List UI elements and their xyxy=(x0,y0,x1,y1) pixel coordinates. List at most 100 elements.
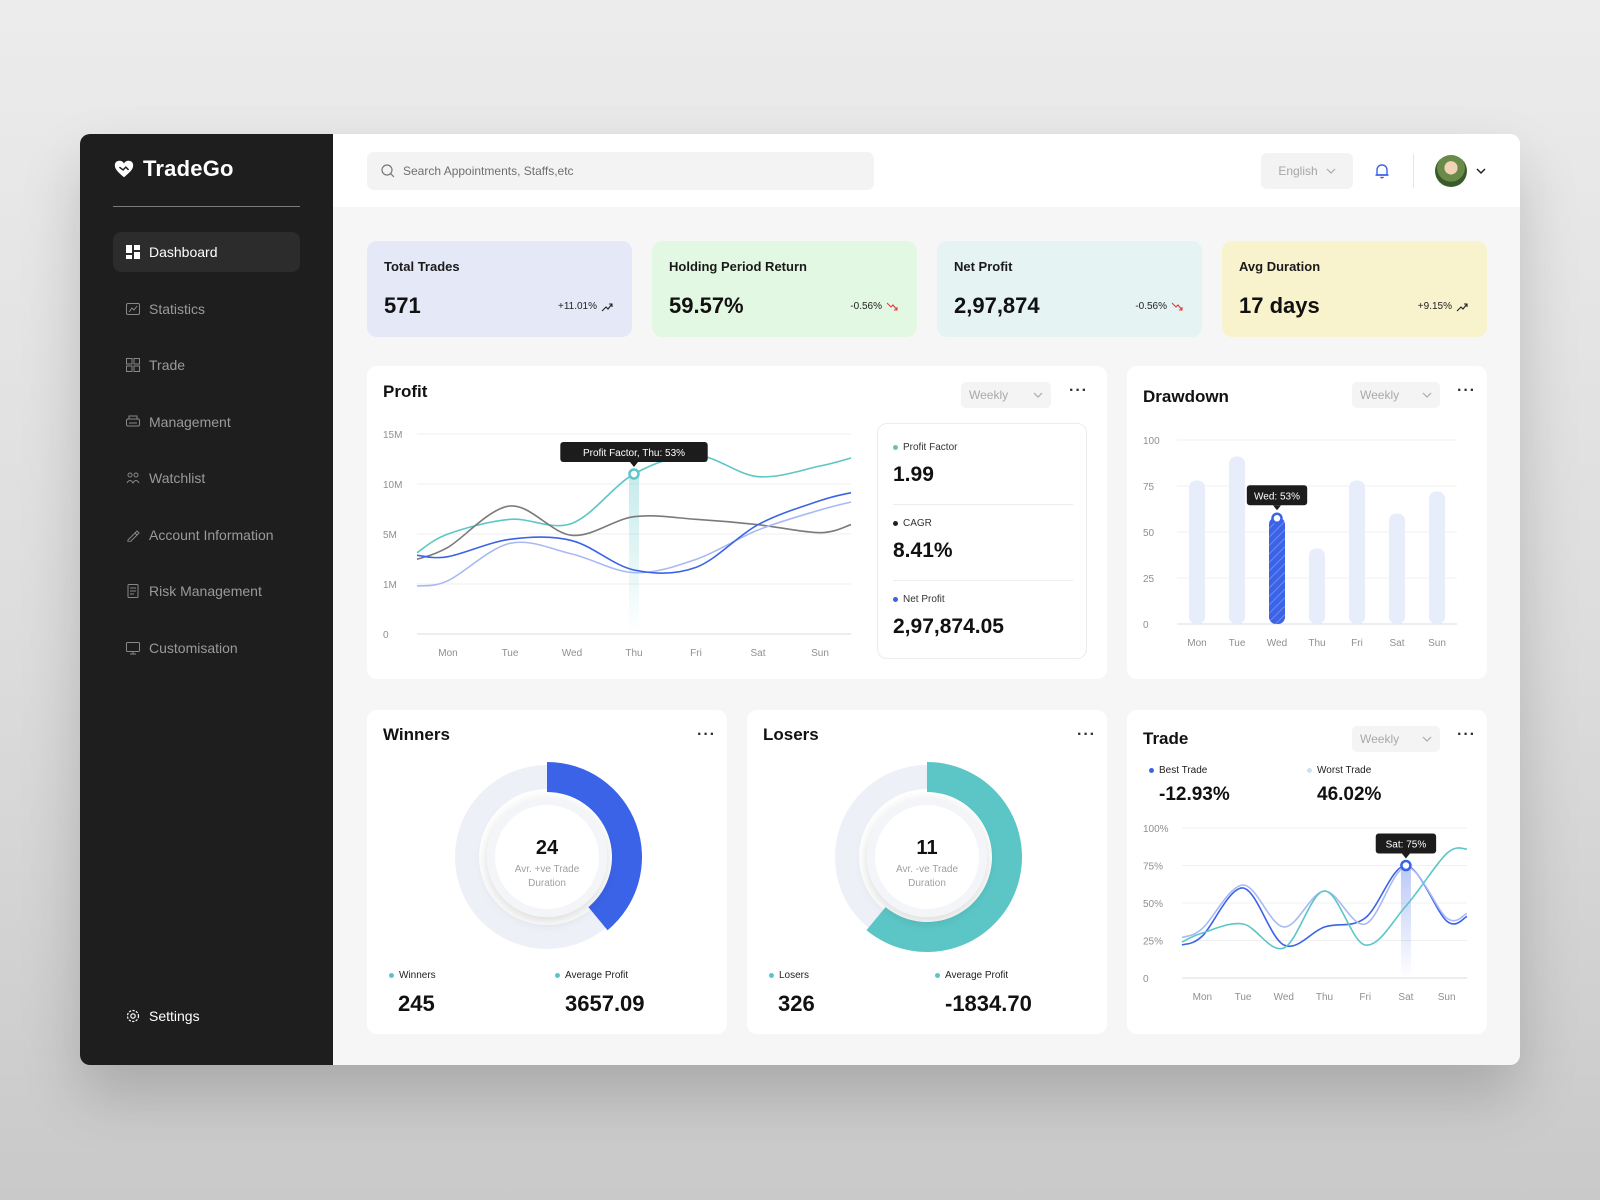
legend-dot xyxy=(555,973,560,978)
x-tick-label: Mon xyxy=(1187,638,1206,649)
stat-title: Net Profit xyxy=(954,259,1013,274)
stat-change-value: -0.56% xyxy=(850,301,882,312)
x-tick-label: Wed xyxy=(1274,992,1294,1003)
x-tick-label: Fri xyxy=(690,648,702,659)
profit-card: Profit Weekly ··· 15M 10M 5M 1M 0 Mon Tue Wed Th… xyxy=(367,366,1107,679)
settings-button[interactable]: Settings xyxy=(113,996,300,1036)
stat-change: -0.56% xyxy=(850,301,898,312)
legend-dot xyxy=(893,445,898,450)
bell-icon[interactable] xyxy=(1373,162,1391,180)
sidebar-nav: Dashboard Statistics Trade xyxy=(113,232,300,684)
sidebar-item-customisation[interactable]: Customisation xyxy=(113,628,300,668)
sidebar-item-label: Customisation xyxy=(149,639,238,656)
stat-value: 571 xyxy=(384,293,421,318)
legend-label: Average Profit xyxy=(945,970,1009,981)
sidebar-item-account-information[interactable]: Account Information xyxy=(113,515,300,555)
stat-change-value: -0.56% xyxy=(1135,301,1167,312)
stat-card-avg-duration: Avg Duration 17 days +9.15% xyxy=(1222,241,1487,337)
y-tick-label: 5M xyxy=(383,530,397,541)
brand-logo[interactable]: TradeGo xyxy=(113,156,234,182)
metric-label-text: CAGR xyxy=(903,518,932,529)
legend-dot xyxy=(389,973,394,978)
drawdown-card: Drawdown Weekly ··· 100 75 50 25 0 Mon Tue Wed W… xyxy=(1127,366,1487,679)
highlight-point xyxy=(628,468,640,480)
x-tick-label: Thu xyxy=(625,648,642,659)
metric-label: CAGR xyxy=(893,518,1073,529)
more-options-button[interactable]: ··· xyxy=(697,726,716,743)
stat-change: -0.56% xyxy=(1135,301,1183,312)
legend-losers: Losers xyxy=(769,970,809,981)
donut-center-label: Duration xyxy=(908,878,946,889)
period-dropdown[interactable]: Weekly xyxy=(1352,726,1440,752)
legend-value: 46.02% xyxy=(1317,784,1382,805)
trend-up-icon xyxy=(1456,302,1468,311)
more-options-button[interactable]: ··· xyxy=(1457,726,1476,743)
sidebar-item-label: Account Information xyxy=(149,526,274,543)
legend-dot xyxy=(769,973,774,978)
chevron-down-icon[interactable] xyxy=(1475,165,1487,177)
sidebar-item-label: Watchlist xyxy=(149,470,206,486)
drawdown-bar-chart: 100 75 50 25 0 Mon Tue Wed Wed: 53% Thu Fri Sat Sun xyxy=(1143,436,1457,649)
sidebar-item-label: Trade xyxy=(149,357,186,373)
x-tick-label: Fri xyxy=(1359,992,1371,1003)
highlight-column xyxy=(629,474,639,634)
sidebar-item-trade[interactable]: Trade xyxy=(113,345,300,385)
sidebar-item-risk-management[interactable]: Risk Management xyxy=(113,571,300,611)
legend-label: Winners xyxy=(399,970,436,981)
avatar[interactable] xyxy=(1435,155,1467,187)
trade-line-chart: 100% 75% 50% 25% 0 Mon Tue Wed Thu Fri Sat Sun Sat: … xyxy=(1143,824,1468,1003)
risk-icon xyxy=(127,584,139,598)
stat-card-total-trades: Total Trades 571 +11.01% xyxy=(367,241,632,337)
y-tick-label: 50 xyxy=(1143,528,1155,539)
x-tick-label: Thu xyxy=(1316,992,1333,1003)
language-select[interactable]: English xyxy=(1261,153,1353,189)
series-line xyxy=(416,501,852,587)
period-value: Weekly xyxy=(1360,732,1400,746)
search-bar[interactable] xyxy=(367,152,874,190)
losers-card: Losers ··· 11 Avr. -ve Trade Duration Lose… xyxy=(747,710,1107,1034)
period-dropdown[interactable]: Weekly xyxy=(961,382,1051,408)
more-options-button[interactable]: ··· xyxy=(1077,726,1096,743)
y-tick-label: 75% xyxy=(1143,862,1163,873)
tooltip-box xyxy=(1375,833,1437,854)
trade-card: Trade Weekly ··· Best Trade -12.93% Wors… xyxy=(1127,710,1487,1034)
metric-label: Net Profit xyxy=(893,594,1073,605)
legend-worst-trade: Worst Trade xyxy=(1307,765,1371,776)
legend-label: Losers xyxy=(779,970,810,981)
bar xyxy=(1189,480,1205,624)
sidebar-item-watchlist[interactable]: Watchlist xyxy=(113,458,300,498)
stat-card-holding-period-return: Holding Period Return 59.57% -0.56% xyxy=(652,241,917,337)
sidebar-item-statistics[interactable]: Statistics xyxy=(113,289,300,329)
donut-center-value: 11 xyxy=(916,837,937,859)
divider xyxy=(1413,154,1414,188)
more-options-button[interactable]: ··· xyxy=(1457,382,1476,399)
period-dropdown[interactable]: Weekly xyxy=(1352,382,1440,408)
legend-value: 3657.09 xyxy=(565,991,645,1016)
stat-title: Holding Period Return xyxy=(669,259,807,274)
series-line xyxy=(1181,864,1468,948)
x-tick-label: Sat xyxy=(750,648,765,659)
highlight-point xyxy=(1400,859,1412,872)
sidebar-item-label: Risk Management xyxy=(149,583,262,599)
stat-value: 17 days xyxy=(1239,293,1320,318)
more-options-button[interactable]: ··· xyxy=(1069,382,1088,399)
metric-label-text: Profit Factor xyxy=(903,442,958,453)
legend-value: 245 xyxy=(398,991,435,1016)
trend-down-icon xyxy=(1171,302,1183,311)
y-tick-label: 100 xyxy=(1143,436,1160,447)
main-content: English Total Trades 571 +11.01% xyxy=(333,134,1520,1065)
legend-average-profit: Average Profit xyxy=(935,970,1008,981)
y-tick-label: 1M xyxy=(383,580,397,591)
tooltip-pointer xyxy=(630,462,638,467)
divider xyxy=(113,206,300,207)
account-icon xyxy=(127,529,140,542)
sidebar-item-management[interactable]: Management xyxy=(113,402,300,442)
stat-card-net-profit: Net Profit 2,97,874 -0.56% xyxy=(937,241,1202,337)
card-title: Losers xyxy=(763,725,819,744)
search-input[interactable] xyxy=(403,164,843,178)
period-value: Weekly xyxy=(1360,388,1400,402)
y-tick-label: 25 xyxy=(1143,574,1155,585)
x-tick-label: Sun xyxy=(811,648,829,659)
sidebar: TradeGo Dashboard Statistics xyxy=(80,134,333,1065)
sidebar-item-dashboard[interactable]: Dashboard xyxy=(113,232,300,272)
